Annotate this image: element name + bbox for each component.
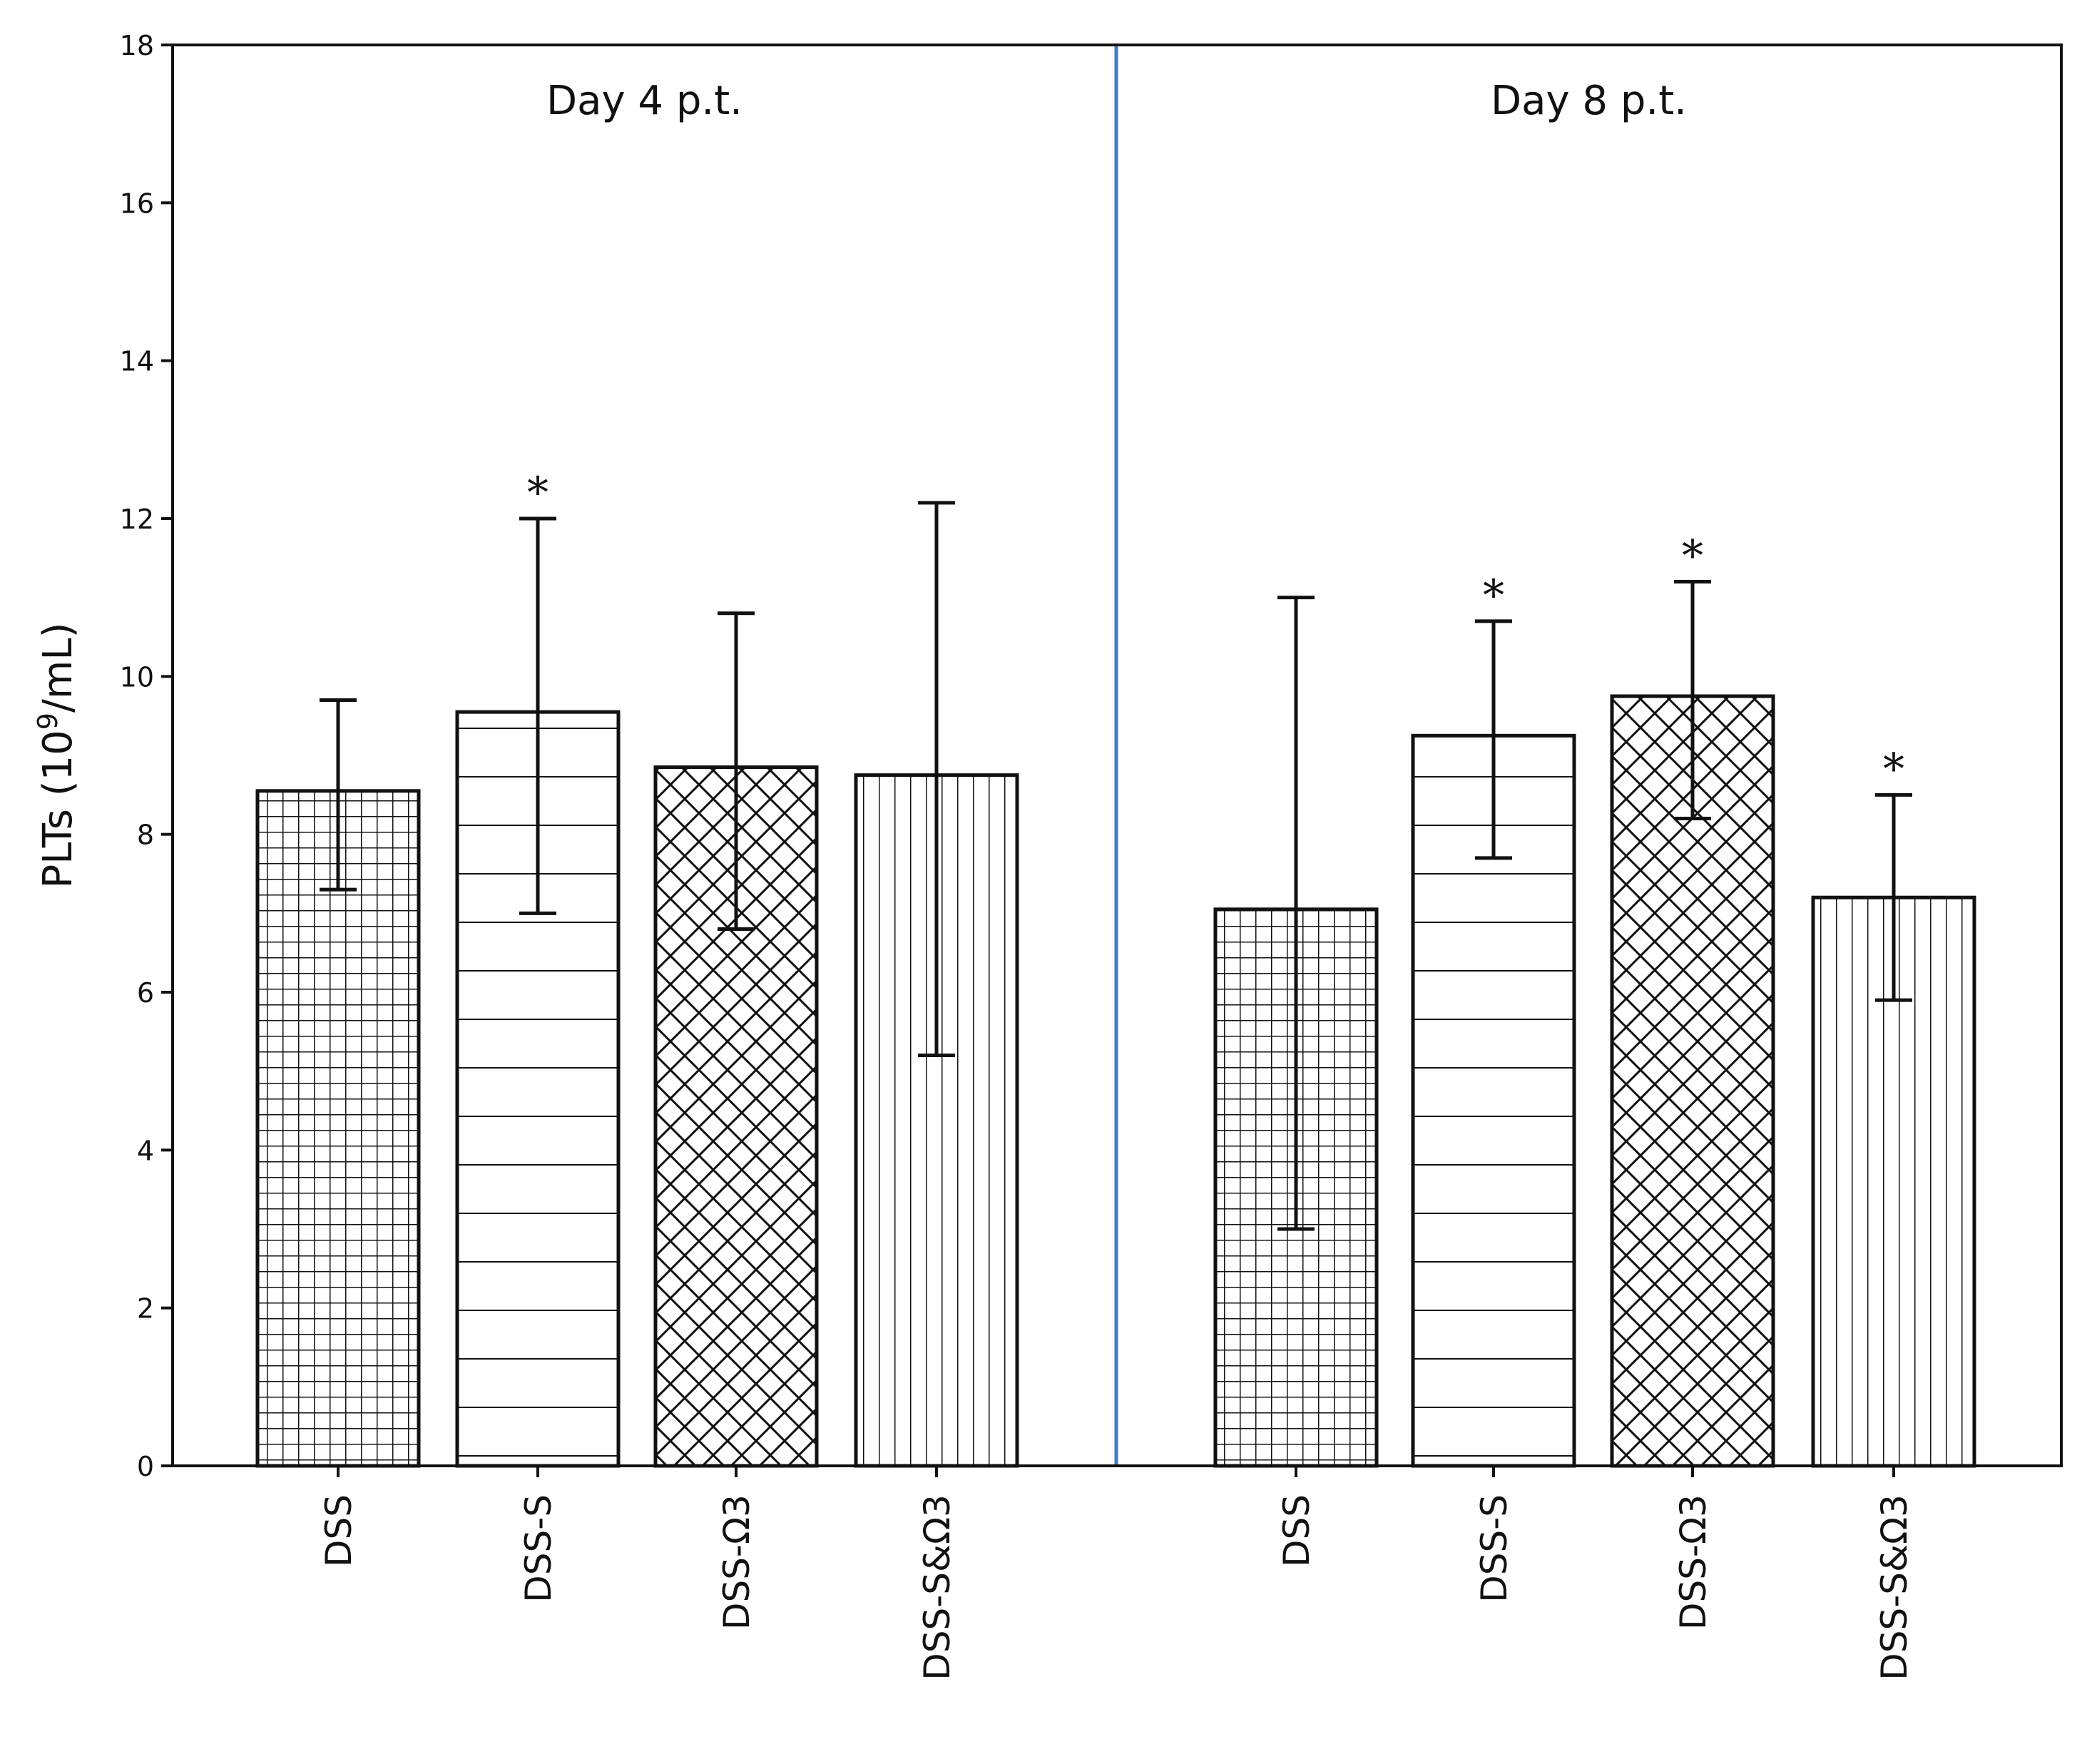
panel-label-1: Day 4 p.t.	[546, 78, 743, 124]
y-tick-label: 8	[137, 820, 154, 851]
bar-panel2-3	[1610, 694, 1775, 1468]
error-bar-panel1-1	[320, 698, 357, 892]
significance-marker-panel2-3: *	[1682, 531, 1703, 581]
error-bar-panel2-3	[1674, 580, 1711, 821]
plot-frame	[171, 44, 2063, 1467]
category-label-panel2-3: DSS-Ω3	[1673, 1494, 1714, 1630]
category-label-panel1-3: DSS-Ω3	[716, 1494, 757, 1630]
bar-panel1-1	[255, 789, 421, 1468]
error-bar-panel1-4	[918, 501, 955, 1058]
panel-label-2: Day 8 p.t.	[1491, 78, 1687, 124]
y-axis-label-exponent: 9	[32, 713, 63, 730]
y-axis-label-suffix: /mL)	[35, 623, 81, 713]
y-tick-label: 4	[137, 1135, 154, 1166]
significance-marker-panel2-4: *	[1883, 744, 1904, 794]
error-bar-panel2-4	[1875, 792, 1912, 1002]
category-label-panel2-1: DSS	[1276, 1494, 1317, 1567]
y-tick-label: 16	[120, 188, 154, 219]
category-label-panel1-2: DSS-S	[518, 1494, 559, 1603]
y-tick-label: 0	[137, 1451, 154, 1482]
y-tick-label: 10	[120, 661, 154, 693]
category-label-panel1-4: DSS-S&Ω3	[917, 1494, 958, 1681]
y-axis-label-base: PLTs (10	[35, 730, 81, 888]
category-label-panel1-1: DSS	[318, 1494, 359, 1567]
y-axis-label: PLTs (109/mL)	[32, 623, 81, 889]
y-tick-label: 2	[137, 1293, 154, 1325]
y-tick-label: 12	[120, 504, 154, 535]
error-bar-panel1-3	[718, 611, 755, 931]
y-tick-label: 6	[137, 977, 154, 1009]
significance-marker-panel1-2: *	[527, 468, 548, 518]
significance-marker-panel2-2: *	[1483, 571, 1504, 621]
category-label-panel2-2: DSS-S	[1474, 1494, 1515, 1603]
error-bar-panel1-2	[519, 516, 556, 915]
category-label-panel2-4: DSS-S&Ω3	[1874, 1494, 1915, 1681]
y-tick-label: 18	[120, 30, 154, 61]
error-bar-panel2-2	[1475, 619, 1512, 860]
y-tick-label: 14	[120, 346, 154, 377]
error-bar-panel2-1	[1277, 596, 1315, 1231]
